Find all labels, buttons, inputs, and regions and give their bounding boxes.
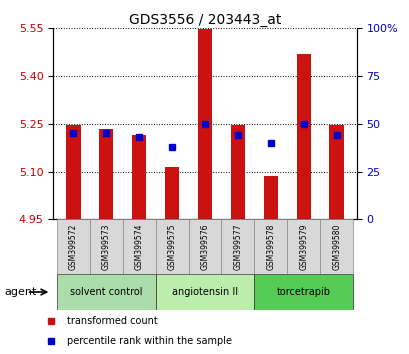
Bar <box>296 54 310 219</box>
Text: GSM399575: GSM399575 <box>167 224 176 270</box>
Bar <box>254 219 287 274</box>
Text: transformed count: transformed count <box>67 316 157 326</box>
Bar <box>131 135 146 219</box>
Text: GSM399573: GSM399573 <box>101 224 110 270</box>
Bar <box>197 29 212 219</box>
Bar <box>287 219 320 274</box>
Bar <box>99 129 113 219</box>
Bar <box>155 219 188 274</box>
Bar <box>89 219 122 274</box>
Text: agent: agent <box>4 287 36 297</box>
Text: solvent control: solvent control <box>70 287 142 297</box>
Text: GSM399580: GSM399580 <box>332 224 341 270</box>
Text: GSM399574: GSM399574 <box>134 224 143 270</box>
Bar <box>155 274 254 310</box>
Text: GSM399579: GSM399579 <box>299 224 308 270</box>
Bar <box>254 274 353 310</box>
Bar <box>188 219 221 274</box>
Bar <box>320 219 353 274</box>
Text: GSM399576: GSM399576 <box>200 224 209 270</box>
Text: percentile rank within the sample: percentile rank within the sample <box>67 336 231 346</box>
Bar <box>230 126 245 219</box>
Text: angiotensin II: angiotensin II <box>171 287 238 297</box>
Title: GDS3556 / 203443_at: GDS3556 / 203443_at <box>128 13 281 27</box>
Bar <box>65 126 80 219</box>
Bar <box>56 274 155 310</box>
Bar <box>122 219 155 274</box>
Text: GSM399572: GSM399572 <box>68 224 77 270</box>
Text: GSM399577: GSM399577 <box>233 224 242 270</box>
Bar <box>56 219 89 274</box>
Bar <box>329 126 344 219</box>
Text: torcetrapib: torcetrapib <box>276 287 330 297</box>
Text: GSM399578: GSM399578 <box>266 224 275 270</box>
Bar <box>263 177 278 219</box>
Bar <box>221 219 254 274</box>
Bar <box>164 167 179 219</box>
